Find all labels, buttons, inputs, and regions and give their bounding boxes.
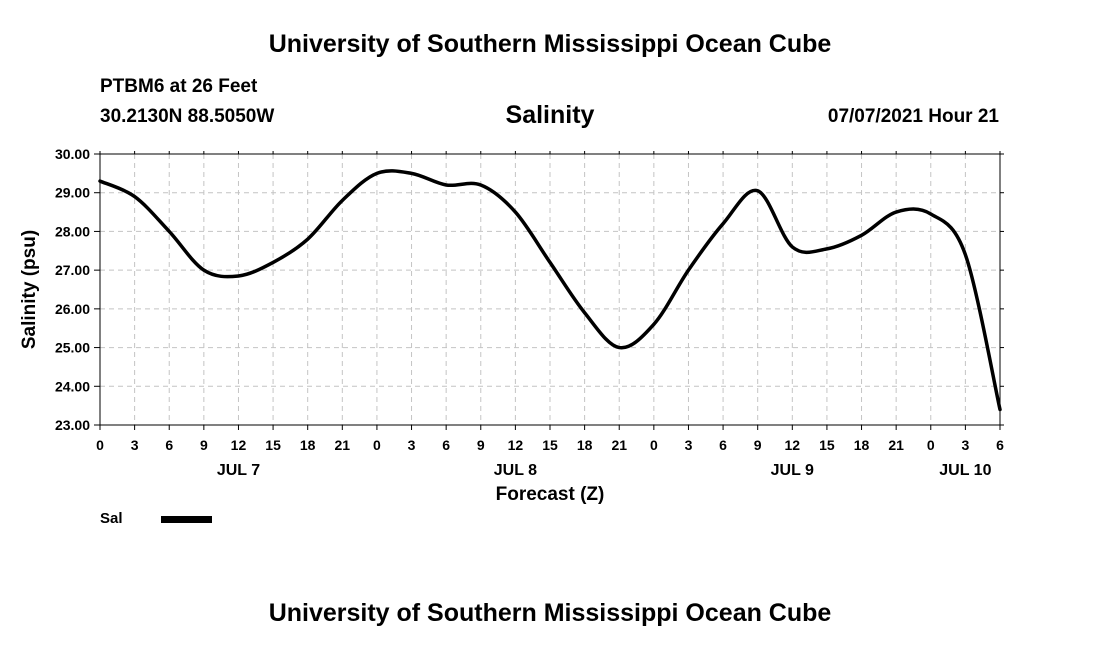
x-tick-label: 18: [854, 437, 870, 453]
data-point: [306, 237, 309, 241]
x-tick-label: 18: [300, 437, 316, 453]
x-tick-label: 21: [888, 437, 904, 453]
x-tick-label: 0: [927, 437, 935, 453]
data-point: [998, 408, 1002, 411]
y-tick-label: 24.00: [55, 378, 90, 394]
data-point: [479, 183, 482, 187]
x-tick-label: 12: [231, 437, 247, 453]
footer-title: University of Southern Mississippi Ocean…: [268, 599, 832, 627]
data-point: [929, 212, 932, 216]
y-tick-label: 28.00: [55, 223, 90, 239]
x-tick-label: 3: [131, 437, 139, 453]
data-point: [271, 261, 275, 264]
x-tick-label: 9: [754, 437, 762, 453]
data-point: [444, 183, 448, 187]
page-title: University of Southern Mississippi Ocean…: [268, 30, 832, 58]
x-tick-label: 21: [335, 437, 351, 453]
data-point: [133, 195, 136, 198]
y-tick-label: 27.00: [55, 262, 90, 278]
data-point: [98, 179, 102, 183]
data-point: [791, 245, 794, 249]
station-coordinates: 30.2130N 88.5050W: [100, 106, 275, 127]
x-tick-label: 15: [542, 437, 558, 453]
data-point: [410, 172, 413, 175]
chart-title: Salinity: [505, 101, 595, 129]
data-point: [825, 247, 829, 251]
x-tick-label: 3: [961, 437, 969, 453]
data-point: [756, 189, 759, 192]
x-tick-label: 21: [611, 437, 627, 453]
data-point: [618, 346, 621, 349]
data-point: [964, 253, 967, 256]
y-tick-label: 26.00: [55, 301, 90, 317]
x-tick-label: 9: [477, 437, 485, 453]
x-tick-label: 9: [200, 437, 208, 453]
x-tick-label: 18: [577, 437, 593, 453]
x-tick-label: 15: [819, 437, 835, 453]
data-point: [860, 234, 863, 237]
x-tick-label: 0: [96, 437, 104, 453]
station-label: PTBM6 at 26 Feet: [100, 76, 258, 97]
data-point: [894, 210, 898, 214]
x-tick-label: 6: [719, 437, 727, 453]
y-tick-label: 29.00: [55, 185, 90, 201]
x-tick-label: 3: [408, 437, 416, 453]
data-point: [168, 230, 171, 233]
date-label: JUL 8: [494, 462, 537, 479]
y-tick-label: 25.00: [55, 340, 90, 356]
data-point: [237, 274, 240, 278]
x-tick-label: 12: [785, 437, 801, 453]
data-point: [721, 222, 725, 225]
x-tick-label: 6: [442, 437, 450, 453]
data-point: [652, 323, 656, 326]
data-point: [514, 210, 517, 214]
forecast-timestamp: 07/07/2021 Hour 21: [827, 106, 999, 127]
date-label: JUL 9: [771, 462, 814, 479]
x-tick-label: 0: [650, 437, 658, 453]
x-tick-label: 0: [373, 437, 381, 453]
y-axis-label: Salinity (psu): [19, 230, 40, 349]
data-point: [687, 268, 690, 272]
plot-frame: [99, 153, 1001, 426]
y-tick-label: 30.00: [55, 146, 90, 162]
x-axis-label: Forecast (Z): [496, 484, 605, 505]
y-tick-label: 23.00: [55, 417, 90, 433]
data-point: [202, 268, 206, 272]
data-point: [548, 261, 552, 264]
legend-label: Sal: [100, 510, 123, 527]
x-tick-label: 3: [685, 437, 693, 453]
date-label: JUL 7: [217, 462, 260, 479]
x-tick-label: 6: [996, 437, 1004, 453]
x-tick-label: 15: [265, 437, 281, 453]
data-point: [375, 172, 379, 175]
x-tick-label: 12: [508, 437, 524, 453]
data-point: [583, 311, 586, 314]
legend-swatch: [161, 516, 212, 523]
date-label: JUL 10: [939, 462, 991, 479]
x-tick-label: 6: [165, 437, 173, 453]
data-point: [341, 199, 344, 202]
